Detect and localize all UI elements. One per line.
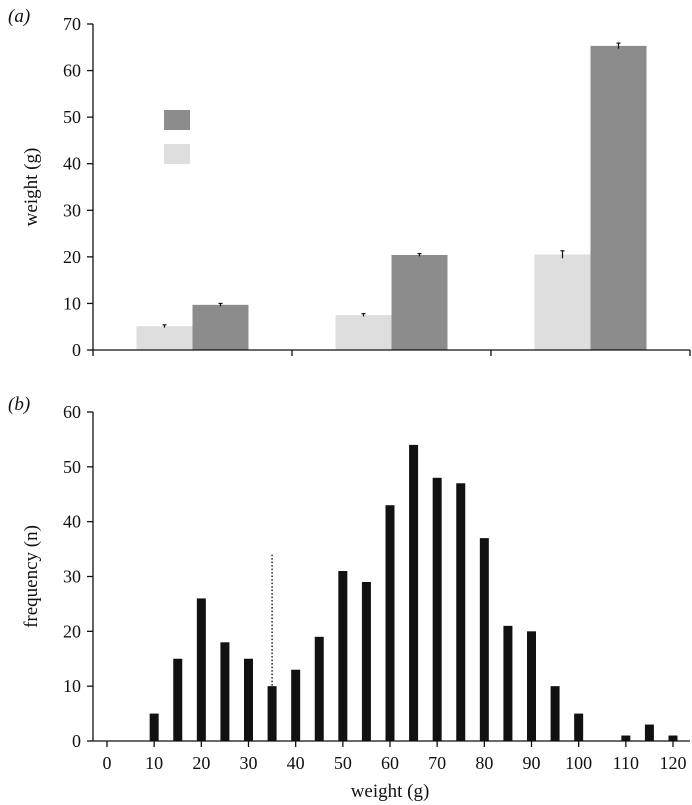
y-tick-label: 20: [63, 247, 81, 267]
histogram-bar: [196, 598, 206, 741]
chart-a-axes: [92, 24, 690, 351]
y-tick-label: 30: [63, 200, 81, 220]
bar-um: [192, 304, 249, 350]
x-tick-label: 50: [334, 753, 352, 773]
y-tick-label: 50: [63, 457, 81, 477]
y-tick-label: 60: [63, 402, 81, 422]
histogram-bar: [291, 669, 301, 741]
histogram-bar: [479, 538, 489, 741]
x-tick-label: 60: [381, 753, 399, 773]
chart-a-x-ticks: [92, 350, 691, 356]
legend-swatch-um: [164, 110, 190, 130]
chart-b-y-axis-label: frequency (n): [21, 525, 42, 628]
chart-a-y-ticks: 0 10 20 30 40 50 60 70: [63, 14, 93, 360]
x-tick-label: 70: [428, 753, 446, 773]
y-tick-label: 10: [63, 293, 81, 313]
y-tick-label: 30: [63, 567, 81, 587]
panel-a-label: (a): [8, 6, 30, 27]
histogram-bar: [338, 571, 348, 741]
histogram-bar: [385, 505, 395, 741]
histogram-bar: [267, 686, 277, 741]
x-tick-label: 0: [103, 753, 112, 773]
histogram-bar: [432, 477, 442, 741]
x-tick-label: 120: [660, 753, 687, 773]
bar-lm: [534, 254, 591, 350]
y-tick-label: 0: [72, 731, 81, 751]
chart-b-bars: [149, 444, 678, 741]
histogram-bar: [574, 713, 584, 741]
histogram-bar: [550, 686, 560, 741]
histogram-bar: [220, 642, 230, 741]
histogram-bar: [527, 631, 536, 741]
histogram-bar: [456, 483, 466, 741]
x-tick-label: 10: [145, 753, 163, 773]
x-tick-label: 80: [475, 753, 493, 773]
legend-swatch-lm: [164, 144, 190, 164]
x-tick-label: 90: [523, 753, 541, 773]
histogram-bar: [621, 735, 631, 741]
histogram-bar: [173, 658, 183, 741]
chart-a-legend: [164, 110, 190, 164]
panel-b-label: (b): [8, 394, 30, 415]
chart-b-axes: [92, 412, 690, 742]
chart-b: (b) frequency (n) weight (g) 0 10 20 30 40 50…: [8, 394, 690, 802]
chart-b-x-axis-label: weight (g): [351, 781, 430, 802]
histogram-bar: [314, 636, 324, 741]
histogram-bar: [503, 625, 513, 741]
bar-lm: [136, 326, 193, 350]
histogram-bar: [644, 724, 654, 741]
histogram-bar: [668, 735, 678, 741]
y-tick-label: 20: [63, 621, 81, 641]
x-tick-label: 110: [613, 753, 639, 773]
chart-a-error-bars: [162, 42, 621, 328]
histogram-bar: [149, 713, 159, 741]
histogram-bar: [244, 658, 253, 741]
x-tick-label: 30: [240, 753, 258, 773]
bar-lm: [335, 315, 392, 350]
y-tick-label: 10: [63, 676, 81, 696]
x-tick-label: 20: [192, 753, 210, 773]
histogram-bar: [409, 444, 419, 741]
x-tick-label: 100: [565, 753, 592, 773]
y-tick-label: 0: [72, 340, 81, 360]
chart-a: (a) weight (g) 0 10 20 30 40 50 60 70: [8, 6, 691, 360]
y-tick-label: 40: [63, 512, 81, 532]
y-tick-label: 50: [63, 107, 81, 127]
y-tick-label: 60: [63, 61, 81, 81]
chart-a-bars: [136, 45, 647, 350]
chart-a-y-axis-label: weight (g): [21, 148, 42, 227]
y-tick-label: 40: [63, 154, 81, 174]
bar-um: [391, 254, 448, 350]
histogram-bar: [361, 581, 371, 741]
x-tick-label: 40: [287, 753, 305, 773]
chart-b-ticks: 0 10 20 30 40 50 60 0 10 20 30 40 50 60 70 80 90 100 110 12…: [63, 402, 687, 773]
bar-um: [590, 45, 647, 350]
y-tick-label: 70: [63, 14, 81, 34]
